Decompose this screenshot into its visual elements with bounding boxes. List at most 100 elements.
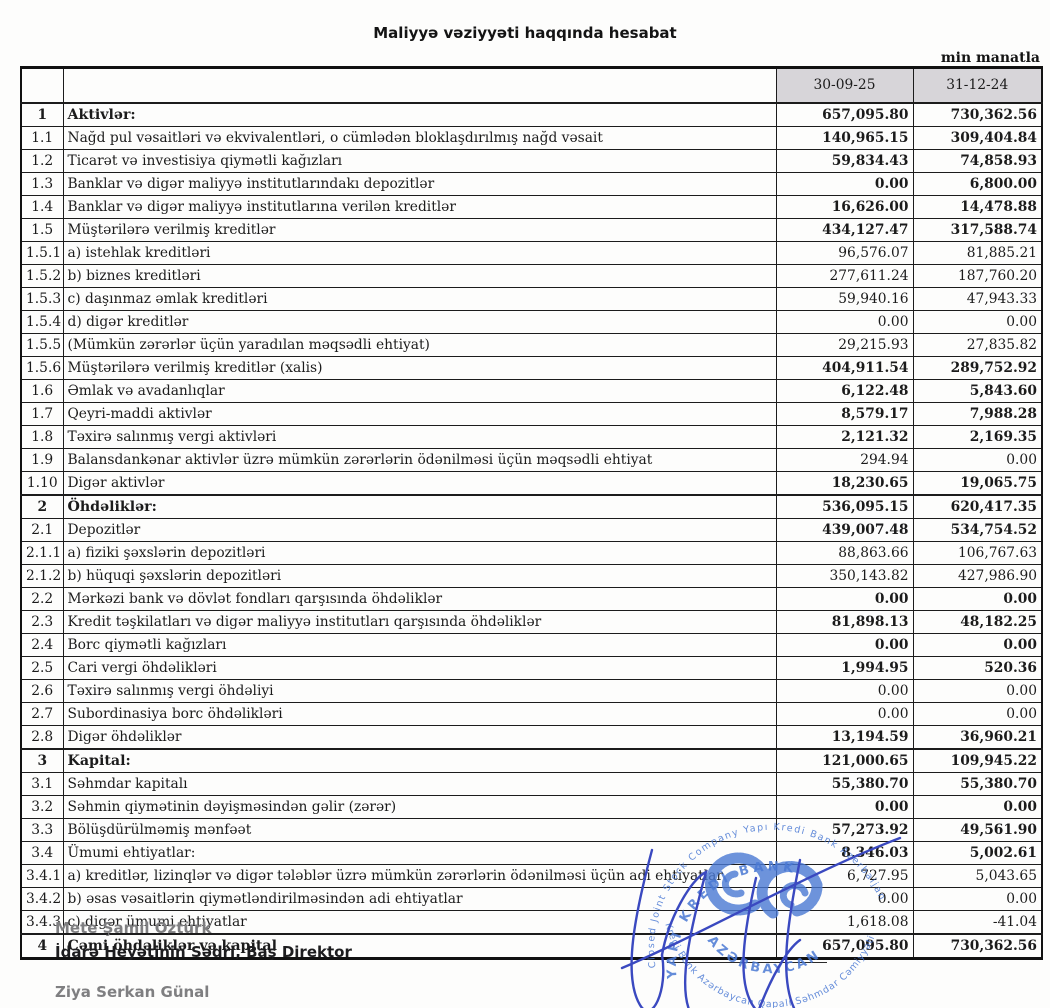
row-value-current: 277,611.24 [775, 264, 914, 288]
row-number: 1.5.2 [20, 264, 64, 288]
row-label: a) kreditlər, lizinqlər və digər tələblə… [62, 864, 777, 888]
row-label: Nağd pul vəsaitləri və ekvivalentləri, o… [62, 126, 777, 150]
row-value-current: 0.00 [775, 702, 914, 726]
row-value-current: 18,230.65 [775, 471, 914, 496]
table-body: 30-09-25 31-12-24 1 Aktivlər: 657,095.80… [20, 67, 1043, 959]
table-row: 1.2 Ticarət və investisiya qiymətli kağı… [20, 149, 1043, 173]
row-value-current: 29,215.93 [775, 333, 914, 357]
row-number: 3.4 [20, 841, 64, 865]
table-row: 3 Kapital: 121,000.65 109,945.22 [20, 748, 1043, 773]
table-row: 3.1 Səhmdar kapitalı 55,380.70 55,380.70 [20, 772, 1043, 796]
row-value-current: 0.00 [775, 310, 914, 334]
table-row: 1.5.6 Müştərilərə verilmiş kreditlər (xa… [20, 356, 1043, 380]
table-row: 3.3 Bölüşdürülməmiş mənfəət 57,273.92 49… [20, 818, 1043, 842]
row-value-current: 57,273.92 [775, 818, 914, 842]
row-label: c) daşınmaz əmlak kreditləri [62, 287, 777, 311]
row-value-prior: 81,885.21 [912, 241, 1043, 265]
row-label: Bölüşdürülməmiş mənfəət [62, 818, 777, 842]
signatory-role-1: İdarə Heyətinin Sədri, Baş Direktor [55, 942, 352, 961]
table-row: 1.1 Nağd pul vəsaitləri və ekvivalentlər… [20, 126, 1043, 150]
column-header-prior: 31-12-24 [912, 67, 1043, 104]
row-label: b) əsas vəsaitlərin qiymətləndirilməsind… [62, 887, 777, 911]
row-value-current: 0.00 [775, 887, 914, 911]
row-label: Depozitlər [62, 518, 777, 542]
row-label: Kredit təşkilatları və digər maliyyə ins… [62, 610, 777, 634]
row-number: 3.1 [20, 772, 64, 796]
table-row: 2.5 Cari vergi öhdəlikləri 1,994.95 520.… [20, 656, 1043, 680]
row-value-prior: 48,182.25 [912, 610, 1043, 634]
row-number: 3.4.1 [20, 864, 64, 888]
row-value-current: 1,994.95 [775, 656, 914, 680]
row-value-current: 6,122.48 [775, 379, 914, 403]
row-number: 1.5.6 [20, 356, 64, 380]
table-row: 3.4.1 a) kreditlər, lizinqlər və digər t… [20, 864, 1043, 888]
row-number: 1.5.1 [20, 241, 64, 265]
row-number: 2 [20, 494, 64, 519]
row-value-prior: 309,404.84 [912, 126, 1043, 150]
row-label: Səhmin qiymətinin dəyişməsindən gəlir (z… [62, 795, 777, 819]
row-label: Kapital: [62, 748, 777, 773]
row-value-current: 140,965.15 [775, 126, 914, 150]
row-value-current: 96,576.07 [775, 241, 914, 265]
row-label: Ümumi ehtiyatlar: [62, 841, 777, 865]
row-value-current: 350,143.82 [775, 564, 914, 588]
row-label: Mərkəzi bank və dövlət fondları qarşısın… [62, 587, 777, 611]
row-value-prior: -41.04 [912, 910, 1043, 935]
row-label: Digər öhdəliklər [62, 725, 777, 750]
column-header-current: 30-09-25 [775, 67, 914, 104]
table-row: 1.4 Banklar və digər maliyyə institutlar… [20, 195, 1043, 219]
row-label: Öhdəliklər: [62, 494, 777, 519]
row-value-current: 1,618.08 [775, 910, 914, 935]
row-number: 2.4 [20, 633, 64, 657]
row-value-prior: 5,002.61 [912, 841, 1043, 865]
table-row: 2.6 Təxirə salınmış vergi öhdəliyi 0.00 … [20, 679, 1043, 703]
row-value-prior: 0.00 [912, 587, 1043, 611]
table-row: 1.5.3 c) daşınmaz əmlak kreditləri 59,94… [20, 287, 1043, 311]
row-label: Səhmdar kapitalı [62, 772, 777, 796]
row-value-prior: 534,754.52 [912, 518, 1043, 542]
row-value-prior: 27,835.82 [912, 333, 1043, 357]
page-title: Maliyyə vəziyyəti haqqında hesabat [373, 24, 677, 42]
row-value-current: 81,898.13 [775, 610, 914, 634]
table-row: 1.5.4 d) digər kreditlər 0.00 0.00 [20, 310, 1043, 334]
row-number: 2.6 [20, 679, 64, 703]
row-value-prior: 289,752.92 [912, 356, 1043, 380]
table-row: 1.5.1 a) istehlak kreditləri 96,576.07 8… [20, 241, 1043, 265]
row-number: 2.8 [20, 725, 64, 750]
row-value-current: 121,000.65 [775, 748, 914, 773]
row-value-current: 434,127.47 [775, 218, 914, 242]
row-value-current: 536,095.15 [775, 494, 914, 519]
row-number: 1.3 [20, 172, 64, 196]
table-row: 2.2 Mərkəzi bank və dövlət fondları qarş… [20, 587, 1043, 611]
row-number: 3.2 [20, 795, 64, 819]
table-row: 1.5.2 b) biznes kreditləri 277,611.24 18… [20, 264, 1043, 288]
row-label: Müştərilərə verilmiş kreditlər [62, 218, 777, 242]
header-empty-no-cell [20, 67, 64, 104]
row-label: Müştərilərə verilmiş kreditlər (xalis) [62, 356, 777, 380]
row-value-current: 13,194.59 [775, 725, 914, 750]
row-number: 1.4 [20, 195, 64, 219]
row-value-current: 0.00 [775, 679, 914, 703]
unit-note: min manatla [940, 50, 1040, 66]
table-row: 1.10 Digər aktivlər 18,230.65 19,065.75 [20, 471, 1043, 496]
row-label: Subordinasiya borc öhdəlikləri [62, 702, 777, 726]
table-header-row: 30-09-25 31-12-24 [20, 67, 1043, 104]
table-row: 2 Öhdəliklər: 536,095.15 620,417.35 [20, 494, 1043, 519]
row-value-prior: 0.00 [912, 310, 1043, 334]
signatory-name-1: Mete Şamil Öztürk [55, 919, 212, 937]
row-label: Borc qiymətli kağızları [62, 633, 777, 657]
row-value-prior: 0.00 [912, 702, 1043, 726]
table-row: 1.5.5 (Mümkün zərərlər üçün yaradılan mə… [20, 333, 1043, 357]
signatory-block: Mete Şamil Öztürk İdarə Heyətinin Sədri,… [55, 920, 352, 960]
table-row: 1.5 Müştərilərə verilmiş kreditlər 434,1… [20, 218, 1043, 242]
row-label: (Mümkün zərərlər üçün yaradılan məqsədli… [62, 333, 777, 357]
row-value-prior: 730,362.56 [912, 933, 1043, 959]
row-number: 1.5 [20, 218, 64, 242]
table-row: 1.7 Qeyri-maddi aktivlər 8,579.17 7,988.… [20, 402, 1043, 426]
row-number: 1.8 [20, 425, 64, 449]
row-value-current: 88,863.66 [775, 541, 914, 565]
row-number: 3.3 [20, 818, 64, 842]
table-row: 1.9 Balansdankənar aktivlər üzrə mümkün … [20, 448, 1043, 472]
row-number: 1.10 [20, 471, 64, 496]
